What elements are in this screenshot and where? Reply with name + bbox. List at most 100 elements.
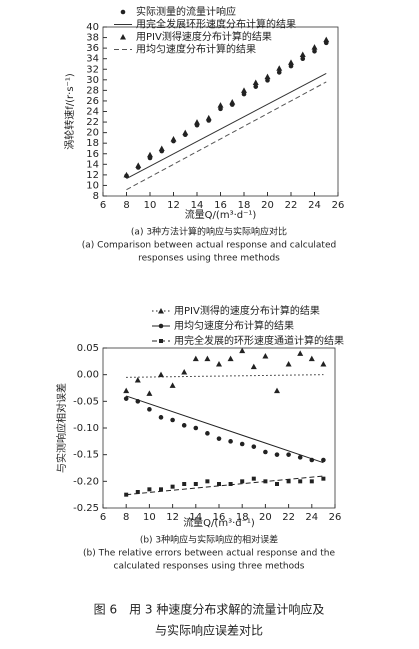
y-tick-label: -0.10 — [73, 423, 99, 434]
square-point — [135, 490, 140, 494]
y-tick-label: 38 — [86, 33, 99, 44]
triangle-point — [239, 347, 246, 354]
subfigure-caption: (a) Comparison between actual response a… — [82, 241, 336, 251]
triangle-point — [227, 355, 234, 362]
triangle-point — [250, 363, 257, 370]
y-tick-label: 8 — [93, 191, 99, 202]
x-tick-label: 14 — [189, 512, 202, 523]
triangle-point — [194, 119, 200, 125]
square-point — [240, 479, 245, 484]
y-tick-label: 28 — [86, 85, 99, 96]
subfigure-caption: (b) 3种响应与实际响应的相对误差 — [140, 534, 278, 546]
y-tick-label: 0.05 — [77, 343, 99, 354]
subfigure-caption: calculated responses using three methods — [114, 562, 305, 572]
triangle-point — [241, 87, 247, 93]
x-tick-label: 24 — [308, 200, 321, 211]
y-tick-label: 36 — [86, 43, 99, 54]
dot-point — [286, 452, 291, 457]
triangle-point — [169, 382, 176, 388]
y-tick-label: 30 — [86, 75, 99, 86]
y-tick-label: 14 — [86, 159, 99, 170]
legend-marker — [158, 308, 164, 314]
triangle-point — [264, 73, 271, 80]
square-point — [321, 476, 326, 481]
dot-point — [181, 423, 187, 428]
x-tick-label: 20 — [259, 512, 272, 523]
x-tick-label: 10 — [144, 200, 157, 211]
square-point — [217, 482, 221, 486]
square-point — [205, 479, 210, 484]
subfigure-caption: responses using three methods — [138, 254, 280, 264]
y-tick-label: 40 — [86, 22, 99, 33]
y-tick-label: 26 — [86, 96, 99, 107]
x-tick-label: 20 — [261, 200, 274, 211]
legend-label: 用完全发展环形速度分布计算的结果 — [136, 18, 296, 31]
triangle-point — [297, 350, 304, 356]
square-point — [147, 487, 152, 492]
y-tick-label: 20 — [86, 128, 99, 139]
square-point — [309, 479, 314, 484]
x-axis-label: 流量Q/(m³·d⁻¹) — [185, 208, 257, 221]
dot-point — [205, 431, 210, 436]
triangle-point — [288, 59, 294, 65]
dot-point — [170, 417, 175, 423]
triangle-point — [308, 355, 315, 362]
legend-marker — [159, 339, 163, 343]
line — [126, 395, 324, 464]
triangle-point — [252, 79, 259, 85]
dot-point — [147, 407, 152, 412]
triangle-point — [216, 361, 222, 367]
y-tick-label: 24 — [86, 107, 99, 118]
triangle-point — [123, 171, 130, 178]
square-point — [298, 479, 303, 484]
triangle-point — [147, 151, 153, 158]
x-tick-label: 6 — [100, 512, 106, 523]
triangle-point — [320, 361, 327, 367]
dot-point — [218, 106, 223, 112]
x-tick-label: 18 — [238, 200, 251, 211]
line — [126, 475, 324, 496]
triangle-point — [135, 162, 142, 168]
square-point — [286, 479, 291, 484]
dot-point — [263, 449, 268, 455]
triangle-point — [274, 387, 280, 394]
dot-point — [274, 452, 280, 457]
y-tick-label: 18 — [86, 138, 99, 149]
dot-point — [241, 91, 247, 97]
dot-point — [193, 425, 199, 431]
dot-point — [251, 444, 257, 449]
square-point — [193, 482, 198, 486]
triangle-point — [217, 102, 224, 108]
square-point — [182, 482, 187, 486]
x-axis-label: 流量Q/(m³·d⁻¹) — [183, 516, 255, 529]
dot-point — [309, 457, 315, 463]
dot-point — [228, 439, 233, 444]
y-tick-label: -0.15 — [73, 450, 99, 461]
y-axis-label: 涡轮转速f/(r·s⁻¹) — [63, 73, 76, 150]
legend-label: 用完全发展的环形速度通道计算的结果 — [174, 334, 344, 347]
triangle-point — [182, 129, 189, 136]
triangle-point — [158, 145, 165, 151]
legend-label: 用均匀速度分布计算的结果 — [174, 319, 294, 332]
x-tick-label: 6 — [100, 200, 106, 211]
legend-marker — [120, 9, 126, 15]
dot-point — [300, 56, 306, 61]
triangle-point — [146, 390, 153, 396]
triangle-point — [229, 98, 236, 105]
x-tick-label: 14 — [191, 200, 204, 211]
x-tick-label: 16 — [213, 512, 226, 523]
dot-point — [135, 399, 141, 404]
x-tick-label: 12 — [167, 200, 180, 211]
legend-label: 用均匀速度分布计算的结果 — [136, 43, 256, 56]
y-tick-label: 34 — [86, 54, 99, 65]
legend-marker — [120, 34, 126, 40]
y-tick-label: 10 — [86, 180, 99, 191]
triangle-point — [262, 353, 269, 359]
square-point — [159, 487, 163, 492]
x-tick-label: 8 — [123, 200, 129, 211]
dot-point — [123, 396, 129, 401]
square-point — [124, 492, 129, 497]
square-point — [275, 482, 279, 486]
x-tick-label: 18 — [236, 512, 249, 523]
